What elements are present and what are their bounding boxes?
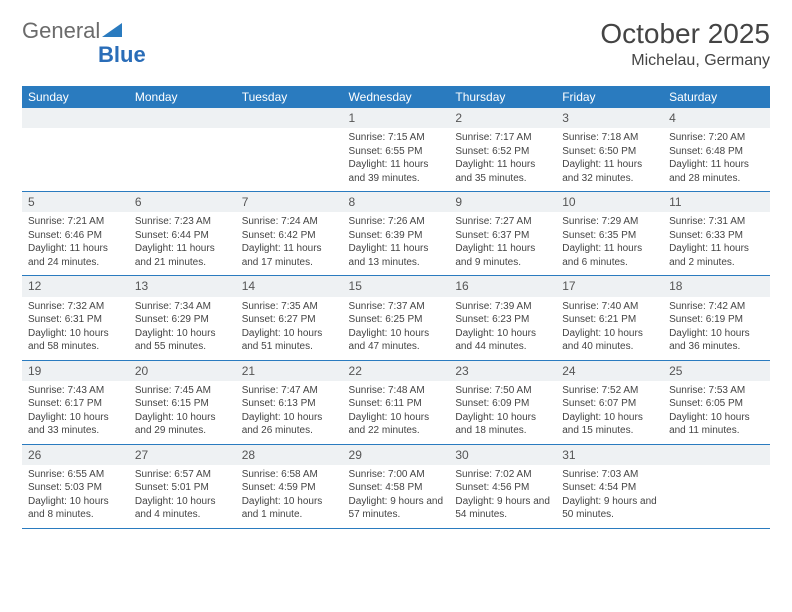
day-detail-cell: Sunrise: 7:02 AMSunset: 4:56 PMDaylight:… bbox=[449, 465, 556, 529]
day-detail-cell: Sunrise: 7:21 AMSunset: 6:46 PMDaylight:… bbox=[22, 212, 129, 276]
day-detail-row: Sunrise: 7:15 AMSunset: 6:55 PMDaylight:… bbox=[22, 128, 770, 192]
triangle-icon bbox=[102, 21, 122, 42]
day-number-cell bbox=[129, 108, 236, 128]
day-detail-cell: Sunrise: 7:20 AMSunset: 6:48 PMDaylight:… bbox=[663, 128, 770, 192]
day-detail-cell: Sunrise: 7:48 AMSunset: 6:11 PMDaylight:… bbox=[343, 381, 450, 445]
day-number-cell: 8 bbox=[343, 192, 450, 213]
col-sat: Saturday bbox=[663, 86, 770, 108]
day-detail-cell: Sunrise: 6:58 AMSunset: 4:59 PMDaylight:… bbox=[236, 465, 343, 529]
daynum-row: 567891011 bbox=[22, 192, 770, 213]
day-detail-cell: Sunrise: 7:32 AMSunset: 6:31 PMDaylight:… bbox=[22, 297, 129, 361]
day-detail-cell: Sunrise: 7:39 AMSunset: 6:23 PMDaylight:… bbox=[449, 297, 556, 361]
day-detail-cell: Sunrise: 7:52 AMSunset: 6:07 PMDaylight:… bbox=[556, 381, 663, 445]
day-detail-cell: Sunrise: 7:03 AMSunset: 4:54 PMDaylight:… bbox=[556, 465, 663, 529]
col-wed: Wednesday bbox=[343, 86, 450, 108]
day-number-cell: 11 bbox=[663, 192, 770, 213]
day-number-cell bbox=[22, 108, 129, 128]
weekday-header-row: Sunday Monday Tuesday Wednesday Thursday… bbox=[22, 86, 770, 108]
day-number-cell: 24 bbox=[556, 360, 663, 381]
day-number-cell: 2 bbox=[449, 108, 556, 128]
day-number-cell: 7 bbox=[236, 192, 343, 213]
day-number-cell: 14 bbox=[236, 276, 343, 297]
day-number-cell: 18 bbox=[663, 276, 770, 297]
day-detail-cell: Sunrise: 7:50 AMSunset: 6:09 PMDaylight:… bbox=[449, 381, 556, 445]
calendar-table: Sunday Monday Tuesday Wednesday Thursday… bbox=[22, 86, 770, 529]
day-number-cell: 16 bbox=[449, 276, 556, 297]
day-number-cell: 15 bbox=[343, 276, 450, 297]
col-tue: Tuesday bbox=[236, 86, 343, 108]
location-subtitle: Michelau, Germany bbox=[600, 52, 770, 70]
day-number-cell: 23 bbox=[449, 360, 556, 381]
day-detail-cell: Sunrise: 7:17 AMSunset: 6:52 PMDaylight:… bbox=[449, 128, 556, 192]
day-number-cell: 25 bbox=[663, 360, 770, 381]
day-detail-cell: Sunrise: 7:43 AMSunset: 6:17 PMDaylight:… bbox=[22, 381, 129, 445]
day-number-cell: 17 bbox=[556, 276, 663, 297]
day-number-cell: 5 bbox=[22, 192, 129, 213]
day-detail-cell bbox=[236, 128, 343, 192]
day-detail-cell: Sunrise: 6:55 AMSunset: 5:03 PMDaylight:… bbox=[22, 465, 129, 529]
day-number-cell: 10 bbox=[556, 192, 663, 213]
day-number-cell: 13 bbox=[129, 276, 236, 297]
day-number-cell: 1 bbox=[343, 108, 450, 128]
day-detail-cell: Sunrise: 7:37 AMSunset: 6:25 PMDaylight:… bbox=[343, 297, 450, 361]
day-detail-cell: Sunrise: 7:34 AMSunset: 6:29 PMDaylight:… bbox=[129, 297, 236, 361]
day-number-cell: 31 bbox=[556, 444, 663, 465]
day-detail-cell: Sunrise: 7:29 AMSunset: 6:35 PMDaylight:… bbox=[556, 212, 663, 276]
day-number-cell: 30 bbox=[449, 444, 556, 465]
day-detail-cell bbox=[22, 128, 129, 192]
day-number-cell: 27 bbox=[129, 444, 236, 465]
day-detail-row: Sunrise: 7:43 AMSunset: 6:17 PMDaylight:… bbox=[22, 381, 770, 445]
day-detail-cell: Sunrise: 7:00 AMSunset: 4:58 PMDaylight:… bbox=[343, 465, 450, 529]
logo: General bbox=[22, 18, 124, 44]
day-detail-cell: Sunrise: 7:31 AMSunset: 6:33 PMDaylight:… bbox=[663, 212, 770, 276]
day-number-cell: 28 bbox=[236, 444, 343, 465]
day-detail-cell: Sunrise: 7:35 AMSunset: 6:27 PMDaylight:… bbox=[236, 297, 343, 361]
day-detail-cell: Sunrise: 7:27 AMSunset: 6:37 PMDaylight:… bbox=[449, 212, 556, 276]
day-detail-cell: Sunrise: 6:57 AMSunset: 5:01 PMDaylight:… bbox=[129, 465, 236, 529]
day-detail-cell: Sunrise: 7:24 AMSunset: 6:42 PMDaylight:… bbox=[236, 212, 343, 276]
day-detail-cell: Sunrise: 7:53 AMSunset: 6:05 PMDaylight:… bbox=[663, 381, 770, 445]
daynum-row: 262728293031 bbox=[22, 444, 770, 465]
daynum-row: 12131415161718 bbox=[22, 276, 770, 297]
logo-word-1: General bbox=[22, 18, 100, 44]
day-detail-cell bbox=[129, 128, 236, 192]
day-number-cell: 9 bbox=[449, 192, 556, 213]
day-detail-cell bbox=[663, 465, 770, 529]
day-detail-cell: Sunrise: 7:47 AMSunset: 6:13 PMDaylight:… bbox=[236, 381, 343, 445]
day-number-cell: 12 bbox=[22, 276, 129, 297]
day-number-cell: 22 bbox=[343, 360, 450, 381]
daynum-row: 1234 bbox=[22, 108, 770, 128]
day-detail-row: Sunrise: 7:21 AMSunset: 6:46 PMDaylight:… bbox=[22, 212, 770, 276]
day-number-cell bbox=[663, 444, 770, 465]
day-number-cell: 26 bbox=[22, 444, 129, 465]
day-detail-cell: Sunrise: 7:42 AMSunset: 6:19 PMDaylight:… bbox=[663, 297, 770, 361]
day-number-cell: 21 bbox=[236, 360, 343, 381]
day-detail-row: Sunrise: 7:32 AMSunset: 6:31 PMDaylight:… bbox=[22, 297, 770, 361]
day-number-cell bbox=[236, 108, 343, 128]
day-number-cell: 19 bbox=[22, 360, 129, 381]
logo-word-2: Blue bbox=[98, 42, 146, 68]
day-number-cell: 29 bbox=[343, 444, 450, 465]
day-detail-cell: Sunrise: 7:26 AMSunset: 6:39 PMDaylight:… bbox=[343, 212, 450, 276]
day-number-cell: 20 bbox=[129, 360, 236, 381]
day-detail-cell: Sunrise: 7:23 AMSunset: 6:44 PMDaylight:… bbox=[129, 212, 236, 276]
day-number-cell: 3 bbox=[556, 108, 663, 128]
day-detail-cell: Sunrise: 7:18 AMSunset: 6:50 PMDaylight:… bbox=[556, 128, 663, 192]
day-number-cell: 4 bbox=[663, 108, 770, 128]
col-fri: Friday bbox=[556, 86, 663, 108]
month-title: October 2025 bbox=[600, 18, 770, 50]
day-number-cell: 6 bbox=[129, 192, 236, 213]
col-mon: Monday bbox=[129, 86, 236, 108]
day-detail-row: Sunrise: 6:55 AMSunset: 5:03 PMDaylight:… bbox=[22, 465, 770, 529]
col-sun: Sunday bbox=[22, 86, 129, 108]
day-detail-cell: Sunrise: 7:15 AMSunset: 6:55 PMDaylight:… bbox=[343, 128, 450, 192]
daynum-row: 19202122232425 bbox=[22, 360, 770, 381]
day-detail-cell: Sunrise: 7:40 AMSunset: 6:21 PMDaylight:… bbox=[556, 297, 663, 361]
day-detail-cell: Sunrise: 7:45 AMSunset: 6:15 PMDaylight:… bbox=[129, 381, 236, 445]
col-thu: Thursday bbox=[449, 86, 556, 108]
